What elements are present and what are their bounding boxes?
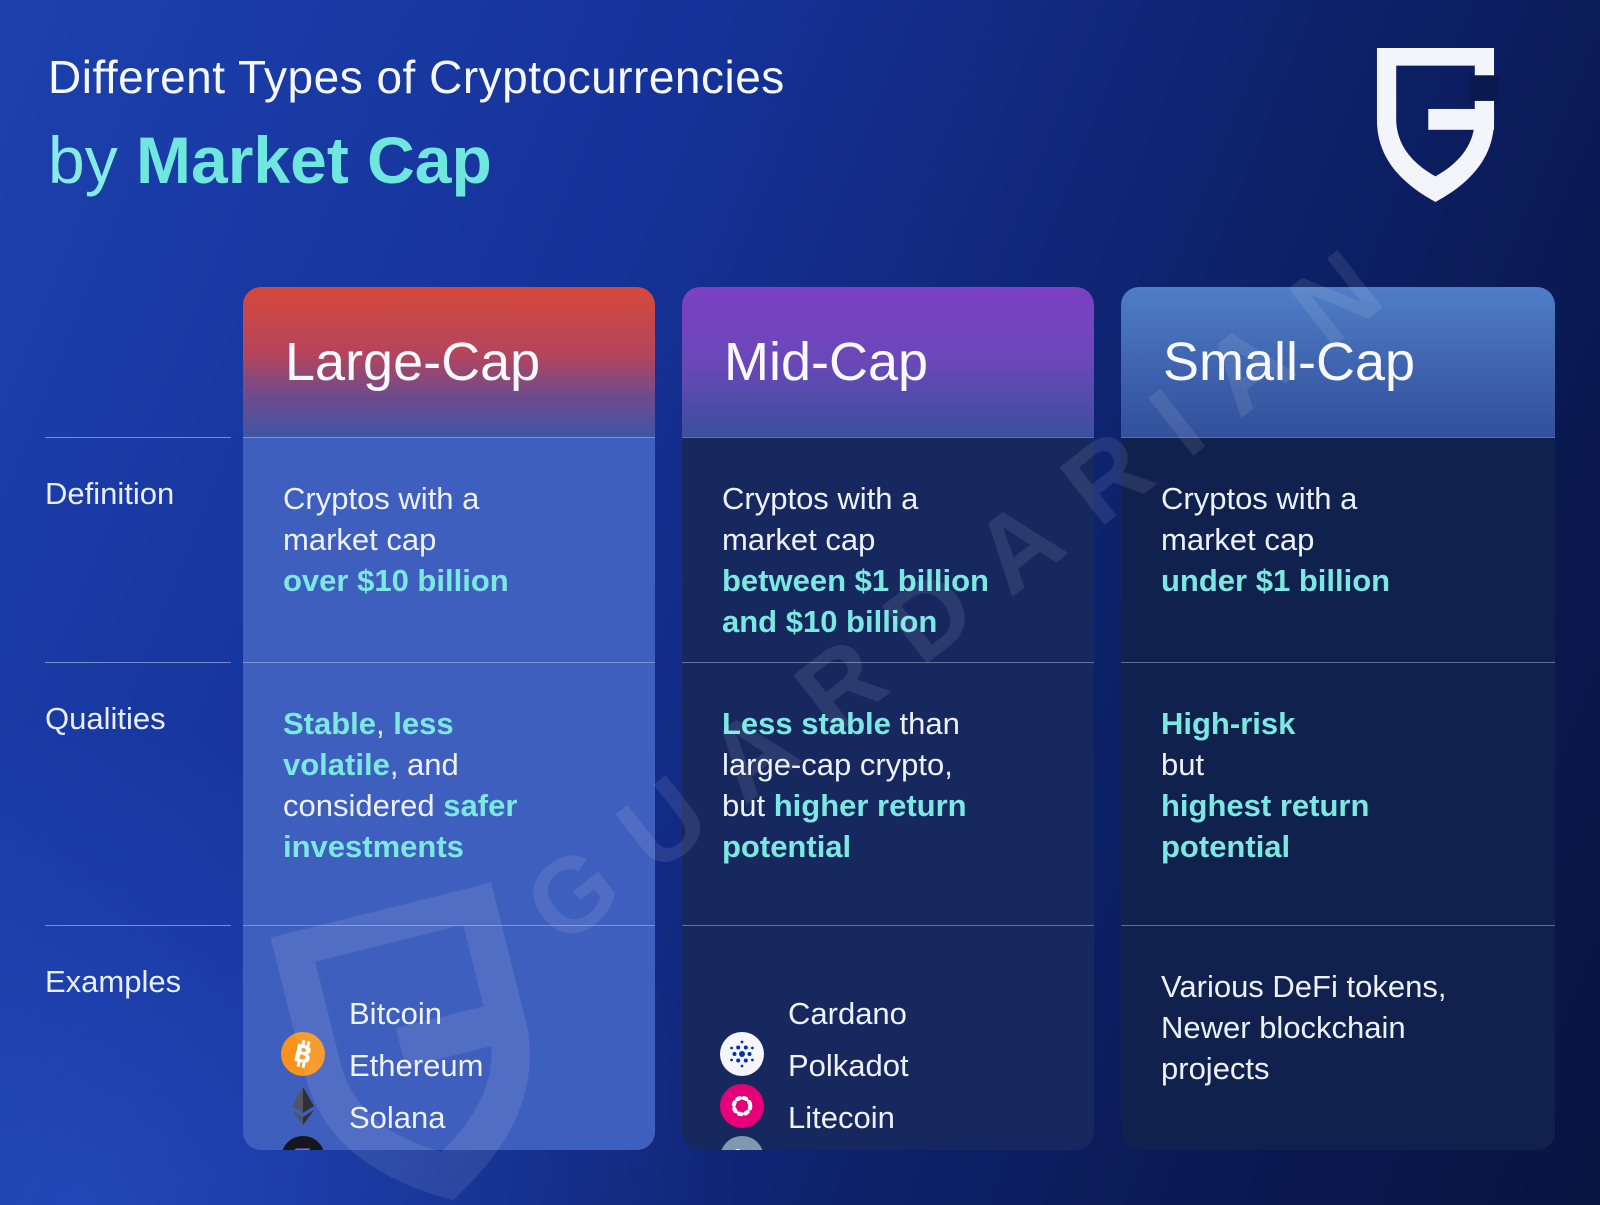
example-item-polkadot: Polkadot xyxy=(720,1041,1094,1128)
example-label: Polkadot xyxy=(788,1047,909,1083)
subtitle-prefix: by xyxy=(48,123,137,197)
example-label: Litecoin xyxy=(788,1099,895,1135)
example-item-solana: Solana xyxy=(281,1093,655,1150)
example-item-ethereum: Ethereum xyxy=(281,1041,655,1125)
subtitle-emphasis: Market Cap xyxy=(136,123,492,197)
large-cap-qualities: Stable, less volatile, and considered sa… xyxy=(243,662,655,925)
svg-text:Ł: Ł xyxy=(734,1143,750,1150)
polkadot-icon xyxy=(720,1043,764,1128)
example-label: Ethereum xyxy=(349,1047,484,1083)
column-title: Mid-Cap xyxy=(724,332,929,392)
example-list: B Bitcoin Ether xyxy=(243,967,655,1150)
small-cap-qualities: High-risk but highest return potential xyxy=(1121,662,1555,925)
example-item-cardano: Cardano xyxy=(720,989,1094,1076)
ethereum-icon xyxy=(281,1043,325,1125)
large-cap-examples: B Bitcoin Ether xyxy=(243,925,655,1150)
mid-cap-qualities: Less stable than large-cap crypto, but h… xyxy=(682,662,1094,925)
row-label-spacer xyxy=(45,287,231,437)
bitcoin-icon: B xyxy=(281,991,325,1076)
example-label: Bitcoin xyxy=(349,995,443,1031)
column-mid-cap: Mid-Cap Cryptos with a market cap betwee… xyxy=(682,287,1094,1150)
guardarian-shield-logo-icon xyxy=(1358,40,1513,210)
row-label-qualities: Qualities xyxy=(45,662,231,925)
small-cap-examples: Various DeFi tokens, Newer blockchain pr… xyxy=(1121,925,1555,1150)
page-subtitle: by Market Cap xyxy=(48,122,492,198)
example-label: Solana xyxy=(349,1099,446,1135)
column-title: Large-Cap xyxy=(285,332,541,392)
example-label: Cardano xyxy=(788,995,907,1031)
example-list: Cardano Polkadot Ł xyxy=(682,967,1094,1150)
column-header-mid-cap: Mid-Cap xyxy=(682,287,1094,437)
large-cap-definition: Cryptos with a market cap over $10 billi… xyxy=(243,437,655,662)
row-label-examples: Examples xyxy=(45,925,231,1150)
example-item-litecoin: Ł Litecoin xyxy=(720,1093,1094,1150)
column-header-small-cap: Small-Cap xyxy=(1121,287,1555,437)
litecoin-icon: Ł xyxy=(720,1095,764,1150)
example-item-bitcoin: B Bitcoin xyxy=(281,989,655,1076)
row-label-definition: Definition xyxy=(45,437,231,662)
column-header-large-cap: Large-Cap xyxy=(243,287,655,437)
mid-cap-definition: Cryptos with a market cap between $1 bil… xyxy=(682,437,1094,662)
solana-icon xyxy=(281,1095,325,1150)
cardano-icon xyxy=(720,991,764,1076)
page-title: Different Types of Cryptocurrencies xyxy=(48,51,785,103)
row-label-column: Definition Qualities Examples xyxy=(45,287,231,1150)
mid-cap-examples: Cardano Polkadot Ł xyxy=(682,925,1094,1150)
column-small-cap: Small-Cap Cryptos with a market cap unde… xyxy=(1121,287,1555,1150)
column-large-cap: Large-Cap Cryptos with a market cap over… xyxy=(243,287,655,1150)
column-title: Small-Cap xyxy=(1163,332,1416,392)
small-cap-definition: Cryptos with a market cap under $1 billi… xyxy=(1121,437,1555,662)
